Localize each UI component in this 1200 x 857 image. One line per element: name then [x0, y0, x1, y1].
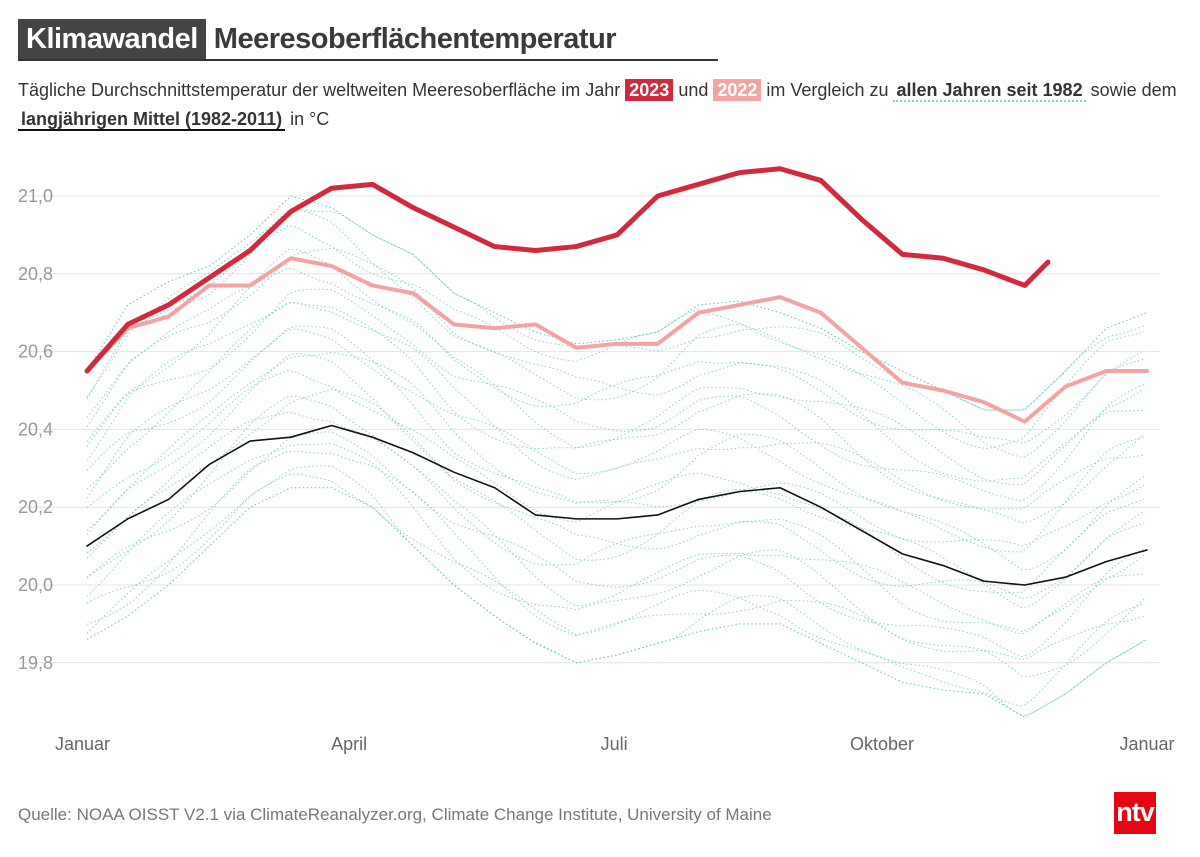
all-years-line — [86, 431, 1145, 658]
subtitle-text: in °C — [285, 109, 330, 129]
all-years-envelope-max — [86, 195, 1148, 411]
all-years-line — [86, 288, 1145, 502]
all-years-line — [86, 465, 1145, 717]
all-years-line — [86, 208, 1145, 411]
all-years-line — [86, 225, 1145, 450]
y-tick-label: 20,6 — [18, 342, 53, 362]
y-tick-label: 21,0 — [18, 186, 53, 206]
all-years-line — [86, 352, 1145, 609]
all-years-line — [86, 302, 1145, 510]
x-tick-label: Juli — [601, 734, 628, 754]
subtitle-text: und — [673, 80, 714, 100]
y-tick-label: 20,2 — [18, 497, 53, 517]
y-tick-label: 20,8 — [18, 264, 53, 284]
all-years-line — [86, 208, 1145, 459]
y-tick-label: 20,4 — [18, 419, 53, 439]
subtitle-text: Tägliche Durchschnittstemperatur der wel… — [18, 80, 626, 100]
all-years-line — [86, 325, 1145, 571]
chart-title: Klimawandel Meeresoberflächentemperatur — [18, 19, 718, 61]
all-years-line — [86, 351, 1145, 547]
kicker-label: Klimawandel — [18, 19, 206, 59]
all-years-line — [86, 442, 1145, 678]
legend-mean: langjährigen Mittel (1982-2011) — [18, 109, 286, 131]
y-tick-label: 20,0 — [18, 575, 53, 595]
headline: Meeresoberflächentemperatur — [213, 23, 617, 55]
all-years-line — [86, 248, 1145, 486]
series-line-mean — [86, 424, 1148, 586]
series-line-y2022 — [85, 256, 1149, 424]
all-years-line — [86, 388, 1145, 600]
subtitle-text: im Vergleich zu — [761, 80, 894, 100]
legend-2022-badge: 2022 — [713, 79, 762, 101]
legend-2023-badge: 2023 — [625, 79, 674, 101]
x-tick-label: Oktober — [850, 734, 914, 754]
legend-all-years: allen Jahren seit 1982 — [893, 80, 1086, 102]
y-tick-label: 19,8 — [18, 653, 53, 673]
all-years-line — [86, 267, 1145, 482]
series-line-y2023 — [84, 166, 1051, 374]
x-tick-label: April — [331, 734, 367, 754]
all-years-line — [86, 302, 1145, 524]
all-years-line — [86, 370, 1145, 594]
source-note: Quelle: NOAA OISST V2.1 via ClimateReana… — [18, 805, 772, 824]
x-tick-label: Januar — [1119, 734, 1174, 754]
all-years-line — [86, 328, 1145, 553]
all-years-line — [86, 395, 1145, 635]
all-years-line — [86, 411, 1145, 632]
ntv-logo: ntv — [1114, 792, 1156, 834]
all-years-line — [86, 473, 1145, 707]
all-years-envelope-min — [86, 487, 1148, 718]
subtitle-text: sowie dem — [1085, 80, 1177, 100]
all-years-line — [86, 450, 1145, 661]
subtitle: Tägliche Durchschnittstemperatur der wel… — [18, 76, 1178, 134]
x-tick-label: Januar — [55, 734, 110, 754]
